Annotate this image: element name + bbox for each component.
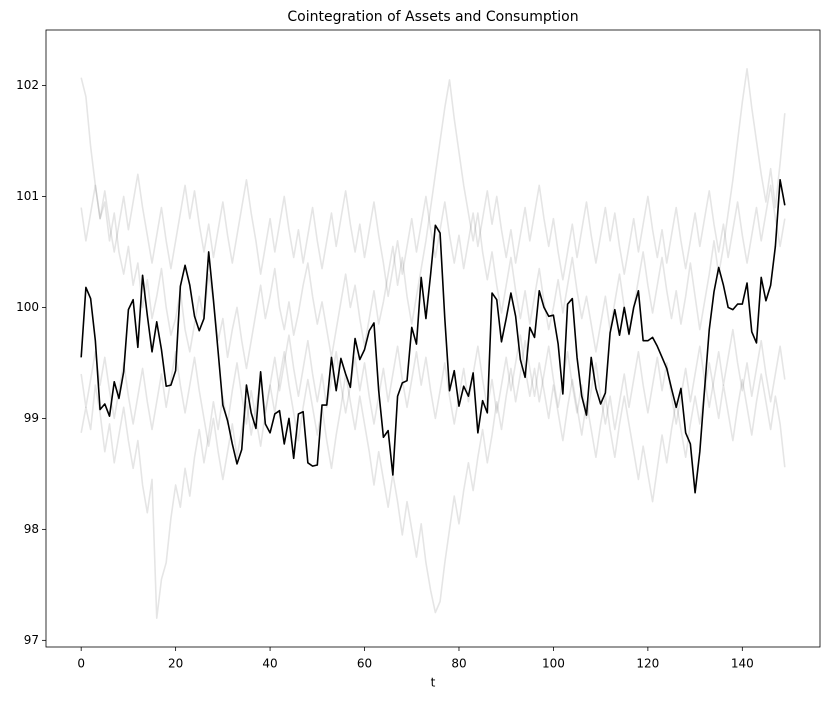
series-line <box>80 179 786 494</box>
x-tick-label: 20 <box>168 657 183 671</box>
x-tick-label: 100 <box>542 657 565 671</box>
y-tick-label: 100 <box>16 300 39 314</box>
series-line <box>80 328 786 481</box>
series-line <box>80 339 786 619</box>
x-tick-label: 120 <box>636 657 659 671</box>
y-tick-label: 99 <box>24 411 39 425</box>
y-tick-label: 98 <box>24 522 39 536</box>
y-tick-label: 97 <box>24 633 39 647</box>
x-tick-label: 140 <box>731 657 754 671</box>
x-tick-label: 0 <box>77 657 85 671</box>
y-tick-label: 101 <box>16 189 39 203</box>
x-tick-label: 40 <box>262 657 277 671</box>
x-tick-label: 80 <box>451 657 466 671</box>
axes-frame <box>45 29 821 648</box>
y-tick-label: 102 <box>16 78 39 92</box>
x-tick-label: 60 <box>357 657 372 671</box>
x-axis-label: t <box>431 676 436 690</box>
plot-area <box>80 68 786 619</box>
series-line <box>80 68 786 370</box>
chart-title: Cointegration of Assets and Consumption <box>287 9 578 25</box>
